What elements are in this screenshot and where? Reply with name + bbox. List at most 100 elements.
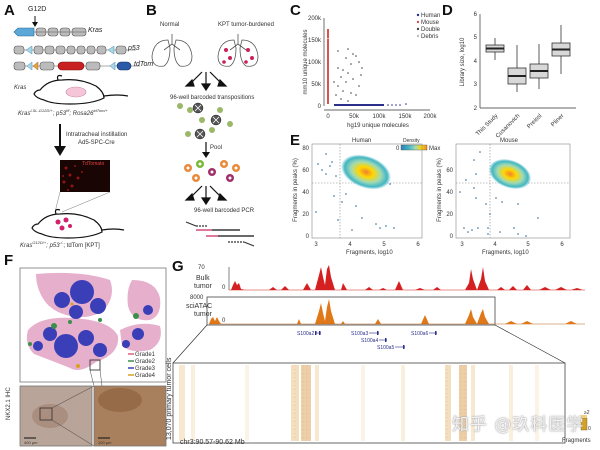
svg-text:50k: 50k: [311, 82, 322, 88]
svg-text:50k: 50k: [349, 114, 360, 120]
svg-text:Debris: Debris: [421, 34, 438, 40]
svg-text:60: 60: [446, 168, 453, 174]
svg-text:S100a2: S100a2: [297, 331, 314, 337]
heatmap-ylabel: 13,070 primary tumor cells: [166, 357, 173, 440]
panel-f-letter: F: [4, 252, 14, 269]
region-label: chr3:90.57-90.62 Mb: [180, 439, 245, 446]
svg-text:150k: 150k: [398, 114, 412, 120]
kras-gene-label: Kras: [14, 85, 27, 91]
normal-lung-icon: [151, 34, 193, 67]
svg-text:200k: 200k: [423, 114, 437, 120]
svg-text:4: 4: [474, 59, 478, 65]
panel-d-letter: D: [442, 2, 453, 19]
sciatac-track: [209, 299, 489, 324]
svg-text:3: 3: [474, 82, 478, 88]
svg-text:0: 0: [450, 234, 454, 240]
instillation-label: Intratracheal instillation: [66, 132, 128, 138]
svg-text:80: 80: [302, 146, 309, 152]
panel-c-scatter: 0 50k 100k 150k 200k 0 50k 100k 150k 200k hg19 u…: [303, 13, 440, 129]
svg-text:5: 5: [526, 242, 530, 248]
panel-b-workflow: [151, 34, 259, 247]
tdtomato-image-label: TdTomato: [82, 161, 105, 167]
colorbar-min: 0: [588, 426, 591, 432]
svg-text:100k: 100k: [308, 60, 322, 66]
genotype-after: KrasG12D/+; p53-/-; tdTom [KPT]: [20, 240, 100, 249]
p53-label: p53: [128, 45, 140, 52]
ad5-label: Ad5-SPC-Cre: [78, 140, 115, 146]
svg-text:Library size, log10: Library size, log10: [460, 37, 466, 86]
svg-text:mm10 unique molecules: mm10 unique molecules: [303, 29, 309, 94]
panel-e-xlabel-mouse: Fragments, log10: [482, 250, 529, 256]
gene-annotations: S100a2 S100a3 S100a4 S100a5 S100a6: [297, 331, 437, 351]
step-pool: Pool: [210, 145, 223, 151]
svg-text:S100a6: S100a6: [411, 331, 428, 337]
tdtomato-image: [60, 160, 110, 192]
svg-text:200k: 200k: [308, 16, 322, 22]
track2-label-2: tumor: [194, 311, 212, 318]
genotype-before: KrasLSL-G12D/+; p53f/f; Rosa26tdTom/+: [18, 108, 108, 117]
svg-text:Grade2: Grade2: [135, 359, 156, 365]
p53-construct: [13, 45, 136, 55]
svg-text:Grade3: Grade3: [135, 366, 156, 372]
panel-b-letter: B: [146, 2, 157, 19]
svg-text:hg19 unique molecules: hg19 unique molecules: [347, 123, 409, 129]
tumor-lung-icon: [217, 34, 259, 67]
ihc-label: NKX2.1 IHC: [6, 387, 12, 420]
svg-text:Mouse: Mouse: [500, 138, 519, 144]
svg-text:Doublet: Doublet: [421, 27, 440, 33]
watermark: 知乎 @玖科医学: [452, 415, 585, 435]
svg-text:0: 0: [318, 104, 322, 110]
svg-text:3: 3: [460, 242, 464, 248]
svg-text:0: 0: [396, 146, 400, 152]
svg-text:Fragments in peaks (%): Fragments in peaks (%): [437, 158, 443, 222]
kras-construct: [13, 27, 87, 37]
svg-text:6: 6: [560, 242, 564, 248]
panel-a-letter: A: [4, 2, 15, 19]
normal-lung-label: Normal: [160, 22, 180, 28]
svg-text:Max: Max: [429, 146, 440, 152]
svg-text:4: 4: [493, 242, 497, 248]
panel-e-letter: E: [290, 132, 301, 149]
svg-text:S100a3: S100a3: [351, 331, 368, 337]
track1-ymax: 70: [198, 265, 205, 271]
track1-ymin: 0: [222, 285, 226, 291]
tumor-lung-label: KPT tumor-burdened: [218, 22, 274, 28]
track2-ymin: 0: [222, 318, 226, 324]
svg-text:Pliner: Pliner: [550, 113, 565, 128]
svg-text:Human: Human: [421, 13, 440, 19]
panel-f-histology: Grade1 Grade2 Grade3 Grade4: [19, 267, 167, 447]
svg-text:Grade1: Grade1: [135, 352, 156, 358]
svg-text:0: 0: [306, 234, 310, 240]
svg-text:40: 40: [446, 190, 453, 196]
single-cell-heatmap: [172, 362, 566, 444]
pcr-reads-icon: [185, 221, 255, 247]
panel-g-letter: G: [172, 258, 184, 275]
svg-text:0: 0: [326, 114, 330, 120]
tdtom-label: tdTom: [134, 61, 154, 68]
track2-label-1: sciATAC: [186, 303, 213, 310]
track1-label-1: Bulk: [196, 275, 210, 282]
panel-g-genome-tracks: S100a2 S100a3 S100a4 S100a5 S100a6: [172, 265, 588, 444]
mouse-illustration-2: [31, 208, 125, 239]
tdtom-construct: [13, 61, 140, 71]
step-pcr: 96-well barcoded PCR: [194, 208, 255, 214]
svg-text:Grade4: Grade4: [135, 373, 156, 379]
svg-text:20: 20: [302, 212, 309, 218]
svg-text:Mouse: Mouse: [421, 20, 440, 26]
svg-text:Density: Density: [403, 138, 420, 144]
svg-text:5: 5: [474, 35, 478, 41]
svg-text:60: 60: [302, 168, 309, 174]
scalebar-right: 100 μm: [98, 440, 112, 445]
svg-text:40: 40: [302, 190, 309, 196]
svg-text:Preissl: Preissl: [526, 113, 543, 130]
svg-text:5: 5: [382, 242, 386, 248]
colorbar-label: Fragments: [562, 438, 591, 444]
track1-label-2: tumor: [194, 283, 212, 290]
track2-ymax: 8000: [190, 295, 204, 301]
svg-text:S100a4: S100a4: [361, 338, 378, 344]
scalebar-left: 400 μm: [24, 440, 38, 445]
panel-c-letter: C: [290, 2, 301, 19]
svg-text:150k: 150k: [308, 38, 322, 44]
